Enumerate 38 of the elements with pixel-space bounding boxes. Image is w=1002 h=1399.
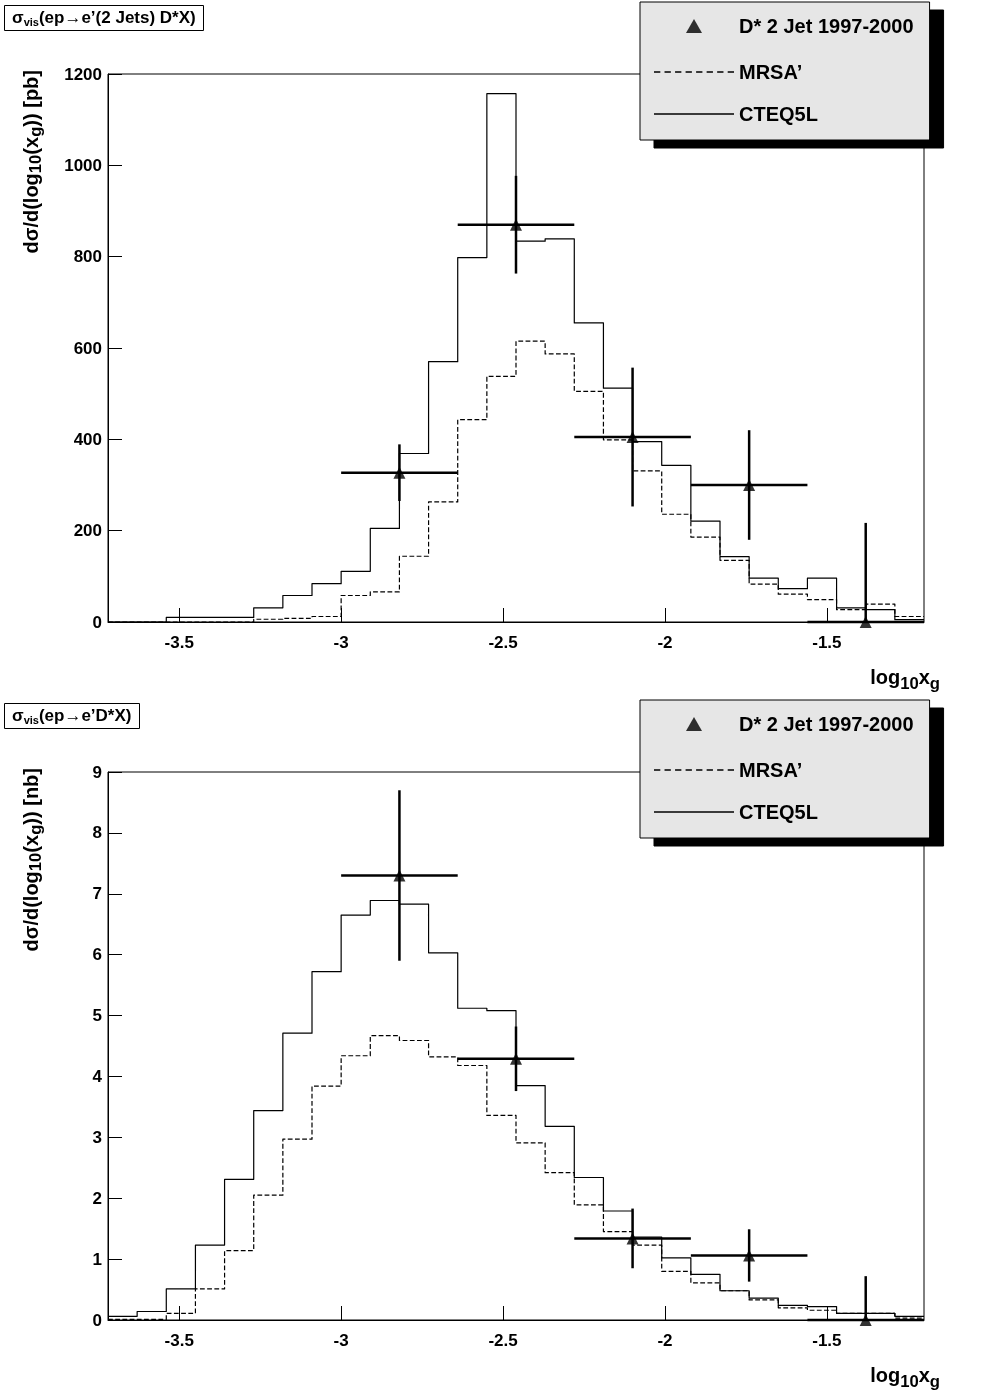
legend-label: CTEQ5L <box>739 103 818 125</box>
y-tick-label: 200 <box>73 521 102 541</box>
y-tick-label: 800 <box>73 247 102 267</box>
y-tick-label: 0 <box>92 1310 102 1330</box>
y-tick-label: 9 <box>92 762 102 782</box>
x-tick-label: -3.5 <box>164 1331 194 1350</box>
x-tick-label: -3.5 <box>164 633 194 652</box>
legend-label: MRSA’ <box>739 61 803 83</box>
legend-label: D* 2 Jet 1997-2000 <box>739 713 914 735</box>
y-tick-label: 6 <box>92 945 102 965</box>
y-tick-label: 5 <box>92 1006 102 1026</box>
point <box>859 1314 872 1326</box>
x-tick-label: -3 <box>333 633 349 652</box>
x-tick-label: -2 <box>657 633 673 652</box>
x-tick-label: -2 <box>657 1331 673 1350</box>
point <box>626 431 639 444</box>
point <box>859 616 872 628</box>
legend-label: CTEQ5L <box>739 801 818 823</box>
y-tick-label: 1000 <box>64 155 102 175</box>
y-tick-label: 1200 <box>64 64 102 84</box>
x-tick-label: -3 <box>333 1331 349 1350</box>
y-tick-label: 4 <box>92 1066 103 1086</box>
y-tick-label: 3 <box>92 1127 102 1147</box>
y-tick-label: 7 <box>92 884 102 904</box>
y-tick-label: 1 <box>92 1249 102 1269</box>
y-tick-label: 8 <box>92 823 102 843</box>
x-tick-label: -1.5 <box>812 633 842 652</box>
x-tick-label: -1.5 <box>812 1331 842 1350</box>
y-tick-label: 0 <box>92 612 102 632</box>
y-tick-label: 600 <box>73 338 102 358</box>
y-tick-label: 2 <box>92 1188 102 1208</box>
x-axis-title: log$_{10}$x$_{g}$ <box>870 666 940 694</box>
y-tick-label: 400 <box>73 429 102 449</box>
legend-label: D* 2 Jet 1997-2000 <box>739 15 914 37</box>
x-tick-label: -2.5 <box>488 1331 518 1350</box>
legend-label: MRSA’ <box>739 759 803 781</box>
x-tick-label: -2.5 <box>488 633 518 652</box>
x-axis-title: log$_{10}$x$_{g}$ <box>870 1364 940 1392</box>
